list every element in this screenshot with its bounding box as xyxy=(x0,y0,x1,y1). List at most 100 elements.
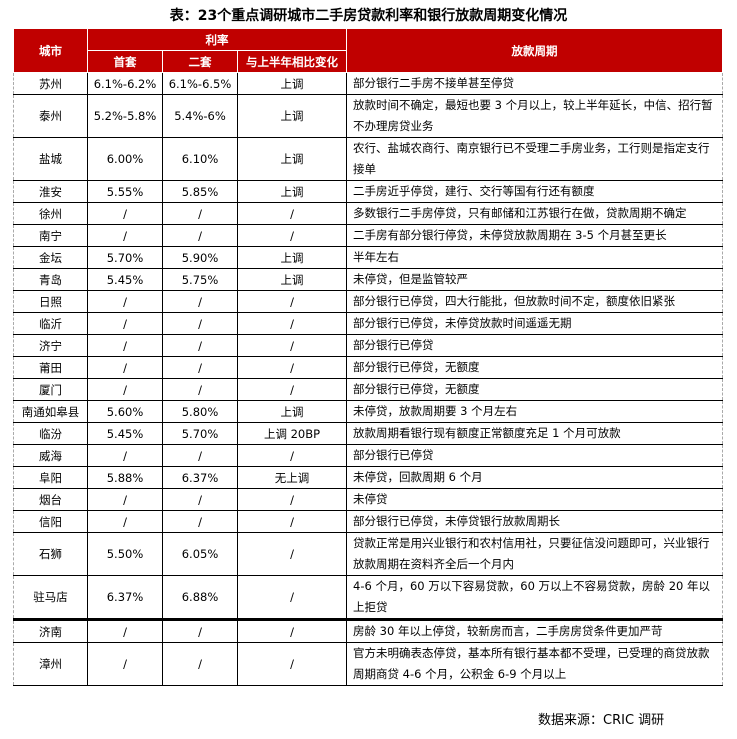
cell-cycle: 部分银行已停贷 xyxy=(346,334,723,357)
table-row: 南宁 / / / 二手房有部分银行停贷，未停贷放款周期在 3-5 个月甚至更长 xyxy=(13,224,723,247)
cell-first-rate: 5.60% xyxy=(87,400,163,423)
cell-second-rate: 6.88% xyxy=(162,575,238,620)
header-second: 二套 xyxy=(162,50,238,73)
cell-second-rate: 6.1%-6.5% xyxy=(162,72,238,95)
cell-second-rate: 5.75% xyxy=(162,268,238,291)
cell-second-rate: / xyxy=(162,378,238,401)
cell-cycle: 部分银行已停贷，无额度 xyxy=(346,378,723,401)
cell-city: 烟台 xyxy=(13,488,88,511)
cell-change: / xyxy=(236,488,348,511)
cell-cycle: 部分银行已停贷，无额度 xyxy=(346,356,723,379)
cell-change: / xyxy=(236,356,348,379)
cell-first-rate: 5.45% xyxy=(87,422,163,445)
header-city: 城市 xyxy=(13,28,88,73)
cell-city: 日照 xyxy=(13,290,88,313)
cell-first-rate: / xyxy=(87,290,163,313)
cell-cycle: 房龄 30 年以上停贷，较新房而言，二手房房贷条件更加严苛 xyxy=(346,618,723,643)
cell-first-rate: / xyxy=(87,444,163,467)
cell-cycle: 未停贷 xyxy=(346,488,723,511)
cell-first-rate: / xyxy=(87,224,163,247)
cell-cycle: 贷款正常是用兴业银行和农村信用社，只要征信没问题即可，兴业银行放款周期在资料齐全… xyxy=(346,532,723,576)
cell-second-rate: 6.37% xyxy=(162,466,238,489)
cell-cycle: 部分银行已停贷，未停贷银行放款周期长 xyxy=(346,510,723,533)
cell-second-rate: / xyxy=(162,202,238,225)
cell-first-rate: 5.70% xyxy=(87,246,163,269)
cell-second-rate: 5.85% xyxy=(162,180,238,203)
cell-cycle: 官方未明确表态停贷，基本所有银行基本都不受理，已受理的商贷放款周期商贷 4-6 … xyxy=(346,642,723,686)
table-title: 表：23个重点调研城市二手房贷款利率和银行放款周期变化情况 xyxy=(169,8,568,24)
cell-first-rate: / xyxy=(87,312,163,335)
cell-first-rate: / xyxy=(87,378,163,401)
cell-first-rate: 6.00% xyxy=(87,137,163,181)
cell-first-rate: / xyxy=(87,488,163,511)
table-row: 漳州 / / / 官方未明确表态停贷，基本所有银行基本都不受理，已受理的商贷放款周期商贷… xyxy=(13,642,723,686)
cell-change: 上调 xyxy=(236,180,348,203)
cell-change: / xyxy=(236,202,348,225)
cell-city: 临汾 xyxy=(13,422,88,445)
cell-city: 漳州 xyxy=(13,642,88,686)
cell-first-rate: / xyxy=(87,642,163,686)
cell-first-rate: / xyxy=(87,202,163,225)
cell-city: 青岛 xyxy=(13,268,88,291)
table-row: 济南 / / / 房龄 30 年以上停贷，较新房而言，二手房房贷条件更加严苛 xyxy=(13,618,723,643)
cell-change: 上调 xyxy=(236,72,348,95)
cell-change: 上调 xyxy=(236,400,348,423)
cell-second-rate: / xyxy=(162,642,238,686)
table-row: 日照 / / / 部分银行已停贷，四大行能批，但放款时间不定，额度依旧紧张 xyxy=(13,290,723,313)
cell-first-rate: 5.88% xyxy=(87,466,163,489)
table-row: 南通如皋县 5.60% 5.80% 上调 未停贷，放款周期要 3 个月左右 xyxy=(13,400,723,423)
cell-change: / xyxy=(236,224,348,247)
cell-cycle: 未停贷，但是监管较严 xyxy=(346,268,723,291)
cell-change: / xyxy=(236,532,348,576)
cell-change: / xyxy=(236,334,348,357)
cell-city: 莆田 xyxy=(13,356,88,379)
cell-city: 厦门 xyxy=(13,378,88,401)
cell-first-rate: / xyxy=(87,334,163,357)
table-row: 石狮 5.50% 6.05% / 贷款正常是用兴业银行和农村信用社，只要征信没问题即可，… xyxy=(13,532,723,576)
cell-second-rate: / xyxy=(162,618,238,643)
cell-city: 苏州 xyxy=(13,72,88,95)
cell-city: 石狮 xyxy=(13,532,88,576)
cell-city: 阜阳 xyxy=(13,466,88,489)
cell-city: 淮安 xyxy=(13,180,88,203)
cell-cycle: 部分银行已停贷，四大行能批，但放款时间不定，额度依旧紧张 xyxy=(346,290,723,313)
cell-first-rate: / xyxy=(87,356,163,379)
cell-city: 泰州 xyxy=(13,94,88,138)
cell-cycle: 部分银行二手房不接单甚至停贷 xyxy=(346,72,723,95)
cell-change: / xyxy=(236,642,348,686)
cell-change: 上调 20BP xyxy=(236,422,348,445)
table-row: 苏州 6.1%-6.2% 6.1%-6.5% 上调 部分银行二手房不接单甚至停贷 xyxy=(13,72,723,95)
cell-city: 驻马店 xyxy=(13,575,88,620)
header-rate: 利率 xyxy=(86,28,348,51)
cell-change: / xyxy=(236,510,348,533)
cell-second-rate: / xyxy=(162,334,238,357)
table-row: 淮安 5.55% 5.85% 上调 二手房近乎停贷，建行、交行等国有行还有额度 xyxy=(13,180,723,203)
table-row: 金坛 5.70% 5.90% 上调 半年左右 xyxy=(13,246,723,269)
cell-change: 无上调 xyxy=(236,466,348,489)
cell-change: 上调 xyxy=(236,268,348,291)
cell-city: 信阳 xyxy=(13,510,88,533)
cell-cycle: 半年左右 xyxy=(346,246,723,269)
cell-first-rate: 5.50% xyxy=(87,532,163,576)
table-row: 徐州 / / / 多数银行二手房停贷，只有邮储和江苏银行在做，贷款周期不确定 xyxy=(13,202,723,225)
cell-second-rate: / xyxy=(162,290,238,313)
cell-second-rate: 6.10% xyxy=(162,137,238,181)
cell-second-rate: 5.90% xyxy=(162,246,238,269)
cell-first-rate: 6.1%-6.2% xyxy=(87,72,163,95)
cell-city: 威海 xyxy=(13,444,88,467)
cell-city: 徐州 xyxy=(13,202,88,225)
cell-second-rate: / xyxy=(162,510,238,533)
cell-change: 上调 xyxy=(236,246,348,269)
cell-first-rate: / xyxy=(87,510,163,533)
cell-first-rate: 6.37% xyxy=(87,575,163,620)
cell-cycle: 4-6 个月，60 万以下容易贷款，60 万以上不容易贷款，房龄 20 年以上拒… xyxy=(346,575,723,620)
cell-first-rate: 5.55% xyxy=(87,180,163,203)
cell-city: 济宁 xyxy=(13,334,88,357)
table-row: 济宁 / / / 部分银行已停贷 xyxy=(13,334,723,357)
cell-second-rate: / xyxy=(162,444,238,467)
cell-city: 南通如皋县 xyxy=(13,400,88,423)
cell-second-rate: / xyxy=(162,488,238,511)
header-cycle: 放款周期 xyxy=(346,28,723,73)
table-row: 临汾 5.45% 5.70% 上调 20BP 放款周期看银行现有额度正常额度充足 1 个… xyxy=(13,422,723,445)
cell-cycle: 部分银行已停贷 xyxy=(346,444,723,467)
